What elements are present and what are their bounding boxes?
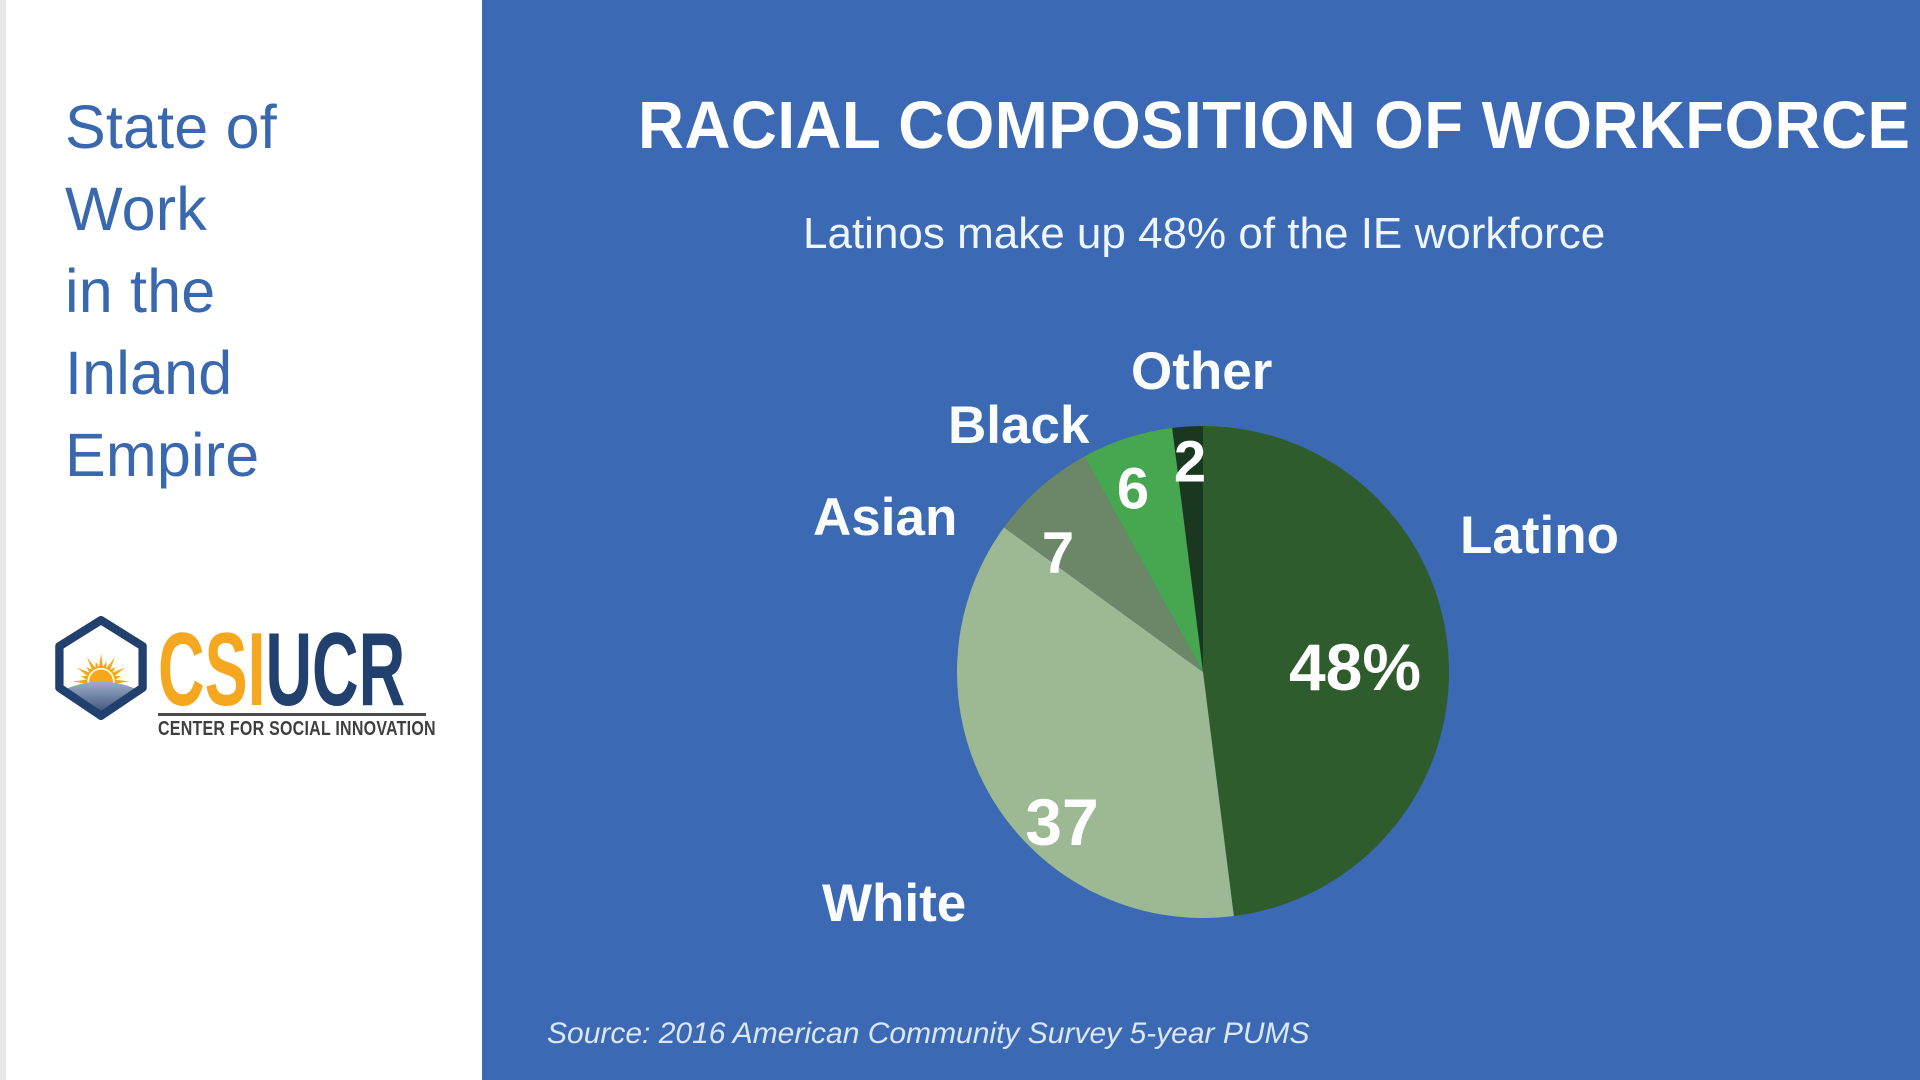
- left-panel: State of Work in the Inland Empire: [0, 0, 482, 1080]
- pie-label-other: Other: [1131, 342, 1273, 401]
- pie-label-black: Black: [948, 396, 1090, 455]
- pie-label-asian: Asian: [813, 488, 958, 547]
- deck-title-line: in the: [65, 257, 216, 325]
- pie-value-white: 37: [1025, 785, 1098, 859]
- sun-rays-icon: [72, 653, 130, 684]
- pie-label-white: White: [822, 874, 967, 933]
- chart-subtitle: Latinos make up 48% of the IE workforce: [803, 209, 1606, 258]
- pie-value-asian: 7: [1042, 521, 1074, 586]
- pie-value-latino: 48%: [1289, 630, 1421, 704]
- logo-wordmark: CSIUCR: [158, 618, 405, 722]
- chart-source: Source: 2016 American Community Survey 5…: [547, 1017, 1310, 1050]
- logo-divider: [158, 713, 426, 716]
- logo-text-csi: CSI: [158, 612, 266, 728]
- deck-title-line: Work: [65, 175, 208, 243]
- pie-value-black: 6: [1117, 457, 1149, 522]
- deck-title: State of Work in the Inland Empire: [65, 86, 277, 496]
- pie-slice-white: [956, 527, 1234, 919]
- pie-chart: 48% 37 76 2: [956, 426, 1449, 919]
- pie-slice-black: [1084, 427, 1203, 672]
- slide-edge-strip: [0, 0, 6, 1080]
- pie-label-latino: Latino: [1460, 506, 1619, 565]
- deck-title-line: Inland: [65, 339, 233, 407]
- logo-shield-sunrise-icon: [55, 616, 147, 720]
- deck-title-line: Empire: [65, 421, 260, 489]
- logo-tagline: CENTER FOR SOCIAL INNOVATION: [158, 718, 436, 740]
- pie-slice-asian: [1003, 456, 1203, 672]
- pie-slice-other: [1172, 426, 1203, 672]
- pie-value-other: 2: [1174, 430, 1206, 495]
- csi-ucr-logo: CSIUCR CENTER FOR SOCIAL INNOVATION: [55, 614, 436, 740]
- chart-panel: RACIAL COMPOSITION OF WORKFORCE Latinos …: [482, 0, 1920, 1080]
- logo-text-ucr: UCR: [265, 612, 406, 728]
- deck-title-line: State of: [65, 93, 277, 161]
- pie-slice-latino: [1203, 426, 1449, 917]
- chart-title: RACIAL COMPOSITION OF WORKFORCE: [638, 88, 1911, 163]
